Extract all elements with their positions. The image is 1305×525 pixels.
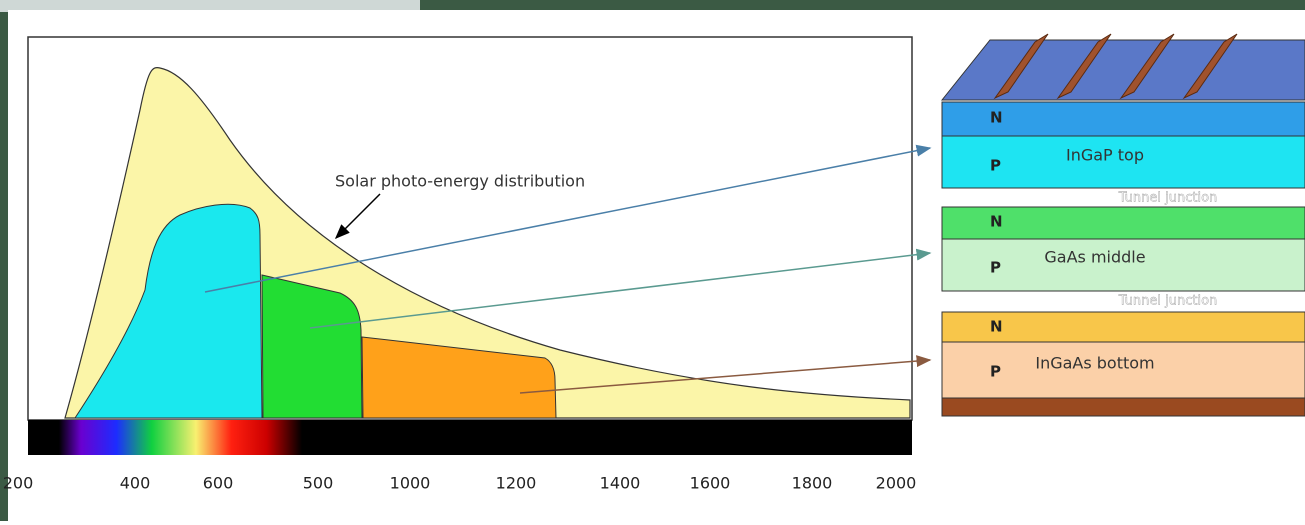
axis-label: 1000	[390, 474, 431, 493]
axis-label: 200	[3, 474, 34, 493]
axis-label: 1200	[496, 474, 537, 493]
n-label: N	[990, 109, 1003, 127]
layer-name: InGaAs bottom	[1035, 354, 1154, 373]
axis-label: 400	[120, 474, 151, 493]
tunnel-label: Tunnel junction	[1118, 191, 1218, 206]
tunnel-label: Tunnel junction	[1118, 294, 1218, 309]
axis-label: 1400	[600, 474, 641, 493]
axis-label: 1800	[792, 474, 833, 493]
axis-label: 600	[203, 474, 234, 493]
axis-label: 2000	[876, 474, 917, 493]
layer-name: InGaP top	[1066, 146, 1144, 165]
top-contact-layer	[942, 40, 1305, 100]
n-label: N	[990, 318, 1003, 336]
p-label: P	[990, 259, 1001, 277]
diagram: Solar photo-energy distribution 200 400 …	[0, 0, 1305, 521]
axis-label: 1600	[690, 474, 731, 493]
axis-label: 500	[303, 474, 334, 493]
layer-name: GaAs middle	[1044, 248, 1145, 267]
p-label: P	[990, 157, 1001, 175]
substrate	[942, 398, 1305, 416]
spectrum-bar	[28, 420, 912, 455]
annotation: Solar photo-energy distribution	[335, 172, 585, 191]
p-label: P	[990, 363, 1001, 381]
n-label: N	[990, 213, 1003, 231]
green-region	[262, 275, 362, 418]
